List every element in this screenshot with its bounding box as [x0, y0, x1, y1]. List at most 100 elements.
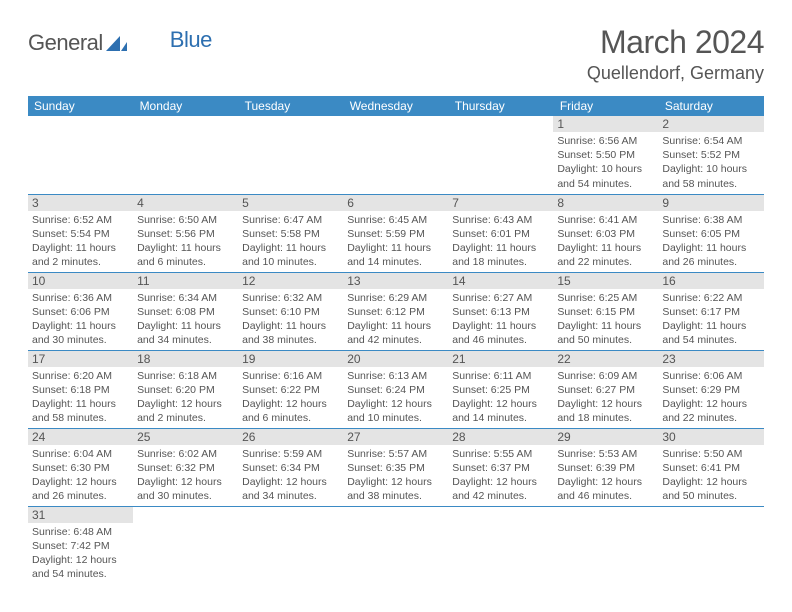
calendar-cell: 17Sunrise: 6:20 AMSunset: 6:18 PMDayligh… [28, 350, 133, 428]
day-details: Sunrise: 6:13 AMSunset: 6:24 PMDaylight:… [343, 367, 448, 428]
logo-text-general: General [28, 30, 103, 56]
day-number: 26 [238, 429, 343, 445]
day-details: Sunrise: 5:57 AMSunset: 6:35 PMDaylight:… [343, 445, 448, 506]
calendar-cell: 2Sunrise: 6:54 AMSunset: 5:52 PMDaylight… [658, 116, 763, 194]
day-number: 6 [343, 195, 448, 211]
day-details: Sunrise: 6:09 AMSunset: 6:27 PMDaylight:… [553, 367, 658, 428]
day-details: Sunrise: 6:04 AMSunset: 6:30 PMDaylight:… [28, 445, 133, 506]
calendar-cell: 14Sunrise: 6:27 AMSunset: 6:13 PMDayligh… [448, 272, 553, 350]
calendar-cell: 11Sunrise: 6:34 AMSunset: 6:08 PMDayligh… [133, 272, 238, 350]
day-number: 9 [658, 195, 763, 211]
calendar-cell [133, 506, 238, 584]
day-details: Sunrise: 6:02 AMSunset: 6:32 PMDaylight:… [133, 445, 238, 506]
day-details: Sunrise: 5:50 AMSunset: 6:41 PMDaylight:… [658, 445, 763, 506]
day-number: 4 [133, 195, 238, 211]
calendar-cell: 26Sunrise: 5:59 AMSunset: 6:34 PMDayligh… [238, 428, 343, 506]
day-number: 15 [553, 273, 658, 289]
day-details: Sunrise: 6:16 AMSunset: 6:22 PMDaylight:… [238, 367, 343, 428]
day-number: 27 [343, 429, 448, 445]
day-details: Sunrise: 6:11 AMSunset: 6:25 PMDaylight:… [448, 367, 553, 428]
dayname-friday: Friday [553, 96, 658, 116]
day-details: Sunrise: 6:48 AMSunset: 7:42 PMDaylight:… [28, 523, 133, 584]
day-details: Sunrise: 6:29 AMSunset: 6:12 PMDaylight:… [343, 289, 448, 350]
day-details: Sunrise: 6:22 AMSunset: 6:17 PMDaylight:… [658, 289, 763, 350]
day-details: Sunrise: 6:50 AMSunset: 5:56 PMDaylight:… [133, 211, 238, 272]
logo-sail-icon [106, 34, 128, 55]
day-number: 17 [28, 351, 133, 367]
calendar-cell: 27Sunrise: 5:57 AMSunset: 6:35 PMDayligh… [343, 428, 448, 506]
day-details: Sunrise: 6:43 AMSunset: 6:01 PMDaylight:… [448, 211, 553, 272]
dayname-saturday: Saturday [658, 96, 763, 116]
calendar-cell: 25Sunrise: 6:02 AMSunset: 6:32 PMDayligh… [133, 428, 238, 506]
logo: General Blue [28, 24, 212, 56]
dayname-monday: Monday [133, 96, 238, 116]
day-number: 22 [553, 351, 658, 367]
day-details: Sunrise: 5:59 AMSunset: 6:34 PMDaylight:… [238, 445, 343, 506]
day-details: Sunrise: 6:52 AMSunset: 5:54 PMDaylight:… [28, 211, 133, 272]
calendar-cell [343, 506, 448, 584]
calendar-cell: 5Sunrise: 6:47 AMSunset: 5:58 PMDaylight… [238, 194, 343, 272]
calendar-cell: 6Sunrise: 6:45 AMSunset: 5:59 PMDaylight… [343, 194, 448, 272]
day-details: Sunrise: 6:47 AMSunset: 5:58 PMDaylight:… [238, 211, 343, 272]
day-number: 21 [448, 351, 553, 367]
day-details: Sunrise: 6:36 AMSunset: 6:06 PMDaylight:… [28, 289, 133, 350]
day-number: 19 [238, 351, 343, 367]
day-details: Sunrise: 6:54 AMSunset: 5:52 PMDaylight:… [658, 132, 763, 193]
calendar-cell: 3Sunrise: 6:52 AMSunset: 5:54 PMDaylight… [28, 194, 133, 272]
day-details: Sunrise: 6:25 AMSunset: 6:15 PMDaylight:… [553, 289, 658, 350]
day-details: Sunrise: 6:32 AMSunset: 6:10 PMDaylight:… [238, 289, 343, 350]
day-number: 30 [658, 429, 763, 445]
calendar-cell: 13Sunrise: 6:29 AMSunset: 6:12 PMDayligh… [343, 272, 448, 350]
title-block: March 2024 Quellendorf, Germany [587, 24, 764, 84]
calendar-cell: 23Sunrise: 6:06 AMSunset: 6:29 PMDayligh… [658, 350, 763, 428]
calendar-cell: 22Sunrise: 6:09 AMSunset: 6:27 PMDayligh… [553, 350, 658, 428]
day-number: 29 [553, 429, 658, 445]
location: Quellendorf, Germany [587, 63, 764, 84]
dayname-sunday: Sunday [28, 96, 133, 116]
calendar-cell [448, 506, 553, 584]
calendar-cell [658, 506, 763, 584]
day-number: 12 [238, 273, 343, 289]
day-number: 13 [343, 273, 448, 289]
calendar-head: SundayMondayTuesdayWednesdayThursdayFrid… [28, 96, 764, 116]
day-details: Sunrise: 6:20 AMSunset: 6:18 PMDaylight:… [28, 367, 133, 428]
day-number: 24 [28, 429, 133, 445]
calendar-cell [238, 116, 343, 194]
day-details: Sunrise: 6:34 AMSunset: 6:08 PMDaylight:… [133, 289, 238, 350]
day-number: 23 [658, 351, 763, 367]
calendar-cell: 20Sunrise: 6:13 AMSunset: 6:24 PMDayligh… [343, 350, 448, 428]
calendar-cell: 19Sunrise: 6:16 AMSunset: 6:22 PMDayligh… [238, 350, 343, 428]
calendar-cell: 10Sunrise: 6:36 AMSunset: 6:06 PMDayligh… [28, 272, 133, 350]
calendar-cell: 9Sunrise: 6:38 AMSunset: 6:05 PMDaylight… [658, 194, 763, 272]
calendar-cell: 24Sunrise: 6:04 AMSunset: 6:30 PMDayligh… [28, 428, 133, 506]
month-title: March 2024 [587, 24, 764, 61]
calendar-cell: 28Sunrise: 5:55 AMSunset: 6:37 PMDayligh… [448, 428, 553, 506]
day-details: Sunrise: 6:18 AMSunset: 6:20 PMDaylight:… [133, 367, 238, 428]
calendar-cell [28, 116, 133, 194]
dayname-wednesday: Wednesday [343, 96, 448, 116]
day-number: 7 [448, 195, 553, 211]
day-number: 8 [553, 195, 658, 211]
calendar-cell: 15Sunrise: 6:25 AMSunset: 6:15 PMDayligh… [553, 272, 658, 350]
calendar-cell [448, 116, 553, 194]
calendar-table: SundayMondayTuesdayWednesdayThursdayFrid… [28, 96, 764, 584]
logo-text-blue: Blue [170, 27, 212, 53]
day-details: Sunrise: 5:55 AMSunset: 6:37 PMDaylight:… [448, 445, 553, 506]
day-details: Sunrise: 6:27 AMSunset: 6:13 PMDaylight:… [448, 289, 553, 350]
calendar-cell: 30Sunrise: 5:50 AMSunset: 6:41 PMDayligh… [658, 428, 763, 506]
calendar-cell: 12Sunrise: 6:32 AMSunset: 6:10 PMDayligh… [238, 272, 343, 350]
day-details: Sunrise: 6:38 AMSunset: 6:05 PMDaylight:… [658, 211, 763, 272]
calendar-cell: 4Sunrise: 6:50 AMSunset: 5:56 PMDaylight… [133, 194, 238, 272]
calendar-cell [133, 116, 238, 194]
header: General Blue March 2024 Quellendorf, Ger… [28, 24, 764, 84]
day-details: Sunrise: 6:41 AMSunset: 6:03 PMDaylight:… [553, 211, 658, 272]
calendar-body: 1Sunrise: 6:56 AMSunset: 5:50 PMDaylight… [28, 116, 764, 584]
day-details: Sunrise: 6:56 AMSunset: 5:50 PMDaylight:… [553, 132, 658, 193]
day-number: 16 [658, 273, 763, 289]
calendar-cell: 8Sunrise: 6:41 AMSunset: 6:03 PMDaylight… [553, 194, 658, 272]
day-details: Sunrise: 6:45 AMSunset: 5:59 PMDaylight:… [343, 211, 448, 272]
calendar-cell: 1Sunrise: 6:56 AMSunset: 5:50 PMDaylight… [553, 116, 658, 194]
day-number: 3 [28, 195, 133, 211]
day-number: 14 [448, 273, 553, 289]
calendar-cell [343, 116, 448, 194]
